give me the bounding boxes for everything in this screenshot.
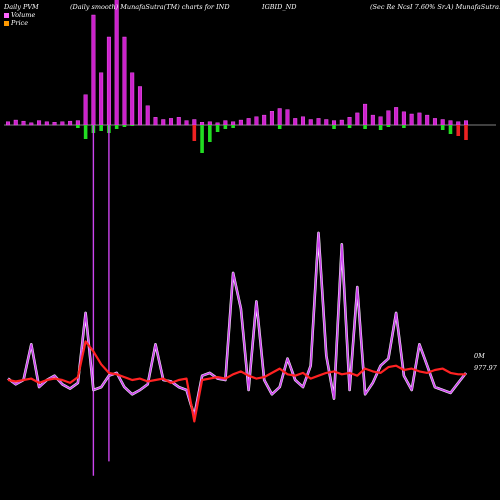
indicator-bar	[363, 125, 367, 129]
volume-bar	[339, 119, 344, 126]
indicator-bar	[448, 125, 453, 134]
volume-bar	[254, 116, 259, 126]
indicator-bar	[378, 125, 383, 130]
volume-bar	[75, 120, 80, 126]
indicator-bar	[386, 125, 391, 127]
indicator-bar	[223, 125, 228, 129]
legend-price-label: Price	[11, 19, 29, 27]
volume-bar	[363, 103, 368, 126]
header-ticker: IGBID_ND	[262, 3, 297, 11]
indicator-bar	[76, 125, 80, 128]
indicator-bar	[99, 125, 103, 131]
volume-bar	[106, 36, 111, 126]
volume-bar	[223, 120, 228, 126]
volume-bar	[68, 120, 73, 126]
indicator-bar	[192, 125, 197, 141]
volume-bar	[60, 121, 65, 126]
legend-volume-label: Volume	[11, 11, 36, 19]
volume-bar	[347, 117, 352, 126]
volume-bar	[378, 116, 383, 126]
volume-bar	[21, 120, 26, 126]
volume-bar	[394, 107, 399, 126]
indicator-bar	[122, 125, 127, 127]
volume-bar	[122, 36, 127, 126]
indicator-bar	[231, 125, 235, 128]
volume-bar	[145, 105, 150, 126]
volume-bar	[386, 110, 391, 126]
volume-bar	[176, 117, 181, 126]
indicator-bar	[83, 125, 88, 139]
volume-bar	[246, 118, 251, 126]
volume-bar	[269, 111, 274, 126]
volume-bar	[432, 118, 437, 126]
volume-bar	[13, 119, 18, 126]
header-center: (Daily smooth) MunafaSutra(TM) charts fo…	[70, 3, 230, 11]
volume-bar	[231, 121, 236, 126]
volume-bar	[169, 118, 174, 126]
volume-bar	[285, 109, 290, 126]
volume-bar	[161, 119, 166, 126]
volume-bar	[324, 119, 329, 126]
indicator-bar	[402, 125, 406, 128]
indicator-bar	[440, 125, 445, 130]
volume-bar	[5, 121, 10, 126]
volume-bar	[332, 120, 337, 126]
indicator-bar	[200, 125, 204, 153]
volume-bar	[153, 117, 158, 126]
volume-bar	[355, 112, 360, 126]
volume-bar	[99, 72, 104, 126]
volume-bar	[91, 14, 96, 126]
indicator-bar	[277, 125, 282, 129]
volume-bar	[448, 120, 453, 126]
volume-bar	[417, 112, 422, 126]
volume-bar	[192, 119, 197, 126]
header-right: (Sec Re NcsI 7.60% Sr.A) MunafaSutra.com	[370, 3, 500, 11]
legend-volume: Volume	[4, 11, 35, 19]
volume-bar	[238, 119, 243, 126]
volume-bar	[370, 114, 375, 126]
indicator-bar	[332, 125, 336, 129]
volume-bar	[308, 119, 313, 126]
indicator-bar	[464, 125, 468, 140]
volume-bar	[456, 121, 461, 126]
volume-bar	[114, 0, 119, 126]
volume-bar	[425, 114, 430, 126]
volume-bar	[207, 121, 212, 126]
volume-bar	[37, 120, 42, 126]
right-label-top: 0M	[474, 352, 485, 360]
volume-bar	[44, 121, 49, 126]
volume-bar	[277, 108, 282, 126]
volume-bar	[300, 116, 305, 126]
indicator-bar	[456, 125, 461, 136]
legend-price: Price	[4, 19, 28, 27]
volume-bar	[52, 122, 57, 126]
volume-bar	[200, 122, 205, 126]
volume-bar	[137, 86, 142, 126]
volume-bar	[440, 119, 445, 126]
indicator-bar	[114, 125, 119, 129]
legend-price-swatch	[4, 20, 9, 26]
legend-volume-swatch	[4, 12, 9, 18]
volume-bar	[293, 118, 298, 126]
volume-bar	[409, 113, 414, 126]
volume-bar	[262, 114, 267, 126]
indicator-bar	[208, 125, 212, 142]
volume-bar	[184, 120, 189, 126]
volume-bar	[215, 122, 220, 126]
header-left: Daily PVM	[4, 3, 39, 11]
indicator-bar	[215, 125, 220, 132]
volume-bar	[83, 94, 88, 126]
volume-bar	[316, 118, 321, 126]
volume-bar	[464, 120, 469, 126]
indicator-bar	[130, 125, 135, 126]
volume-bar	[29, 122, 34, 126]
indicator-bar	[347, 125, 352, 128]
volume-bar	[401, 111, 406, 126]
right-label-bottom: 977.97	[474, 364, 497, 372]
price-line	[7, 340, 466, 423]
volume-bar	[130, 72, 135, 126]
volume-line	[7, 232, 467, 417]
